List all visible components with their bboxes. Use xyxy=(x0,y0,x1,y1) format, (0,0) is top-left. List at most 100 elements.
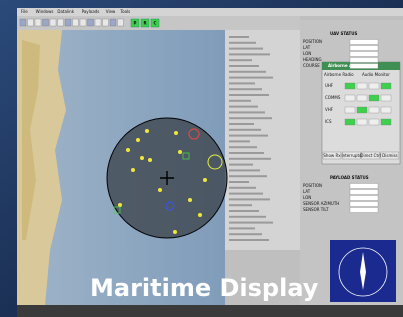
toolbar-icon[interactable] xyxy=(110,19,116,26)
audio-button-label[interactable]: Show Rx xyxy=(323,153,341,158)
payload-status-title: PAYLOAD STATUS xyxy=(330,175,369,180)
audio-toggle[interactable] xyxy=(381,119,391,125)
contact xyxy=(158,188,162,192)
track-row xyxy=(229,164,253,166)
toolbar-icon[interactable] xyxy=(65,19,71,26)
contact xyxy=(188,198,192,202)
audio-row-label: UHF xyxy=(325,83,334,88)
contact xyxy=(203,178,207,182)
menu-item[interactable]: Datalink xyxy=(57,9,74,14)
audio-header: Audio Monitor xyxy=(362,72,390,77)
field-label: HEADING xyxy=(303,57,322,62)
track-row xyxy=(229,71,266,73)
track-row xyxy=(229,65,259,67)
track-row xyxy=(229,77,273,79)
uav-status-title: UAV STATUS xyxy=(330,31,357,36)
field-label: SENSOR TILT xyxy=(303,207,329,212)
mode-button-label[interactable]: P xyxy=(134,21,137,26)
menu-bar xyxy=(17,8,403,16)
toolbar-icon[interactable] xyxy=(50,19,56,26)
audio-row-label: COMMS xyxy=(325,95,341,100)
menu-item[interactable]: Windows xyxy=(36,9,54,14)
track-row xyxy=(229,158,271,160)
toolbar-icon[interactable] xyxy=(80,19,86,26)
screenshot: Airborne Audio Airborne Radio Audio Moni… xyxy=(0,0,403,317)
mode-button-label[interactable]: R xyxy=(143,21,146,26)
contact xyxy=(126,148,130,152)
audio-row-label: ICS xyxy=(325,119,332,124)
track-row xyxy=(229,94,269,96)
field-label: POSITION xyxy=(303,39,322,44)
field-label: COURSE xyxy=(303,63,320,68)
menu-item[interactable]: View xyxy=(106,9,116,14)
field-box xyxy=(350,46,378,51)
audio-toggle[interactable] xyxy=(369,95,379,101)
audio-button-label[interactable]: Direct Ctrl xyxy=(360,153,380,158)
contact xyxy=(148,158,152,162)
audio-toggle[interactable] xyxy=(369,119,379,125)
audio-toggle[interactable] xyxy=(381,95,391,101)
track-row xyxy=(229,181,249,183)
track-row xyxy=(229,53,270,55)
track-row xyxy=(229,169,260,171)
track-row xyxy=(229,129,261,131)
track-row xyxy=(229,135,268,137)
track-row xyxy=(229,152,264,154)
track-row xyxy=(229,187,256,189)
track-row xyxy=(229,59,252,61)
field-box xyxy=(350,202,378,207)
contact xyxy=(178,150,182,154)
audio-button-label[interactable]: Interrupts xyxy=(341,153,361,158)
audio-row-label: VHF xyxy=(325,107,334,112)
toolbar-icon[interactable] xyxy=(118,19,124,26)
field-label: LON xyxy=(303,195,311,200)
contact xyxy=(198,213,202,217)
audio-toggle[interactable] xyxy=(381,107,391,113)
menu-item[interactable]: Tools xyxy=(119,9,130,14)
field-label: LON xyxy=(303,51,311,56)
toolbar-icon[interactable] xyxy=(103,19,109,26)
field-box xyxy=(350,184,378,189)
audio-toggle[interactable] xyxy=(369,107,379,113)
audio-toggle[interactable] xyxy=(357,107,367,113)
audio-header: Airborne Radio xyxy=(324,72,354,77)
audio-toggle[interactable] xyxy=(345,119,355,125)
track-row xyxy=(229,117,272,119)
field-box xyxy=(350,64,378,69)
track-row xyxy=(229,233,262,235)
toolbar-icon[interactable] xyxy=(35,19,41,26)
toolbar-icon[interactable] xyxy=(28,19,34,26)
status-bar xyxy=(17,305,403,317)
toolbar-icon[interactable] xyxy=(43,19,49,26)
track-row xyxy=(229,198,270,200)
track-row xyxy=(229,82,255,84)
track-row xyxy=(229,222,273,224)
track-row xyxy=(229,146,257,148)
audio-button-label[interactable]: Dismiss xyxy=(382,153,397,158)
field-label: SENSOR AZIMUTH xyxy=(303,201,339,206)
mode-button-label[interactable]: C xyxy=(154,21,157,26)
track-row xyxy=(229,204,252,206)
toolbar-icon[interactable] xyxy=(95,19,101,26)
audio-toggle[interactable] xyxy=(345,107,355,113)
field-box xyxy=(350,58,378,63)
track-row xyxy=(229,36,249,38)
menu-item[interactable]: File xyxy=(21,9,28,14)
audio-toggle[interactable] xyxy=(345,95,355,101)
menu-item[interactable]: Payloads xyxy=(82,9,100,14)
field-box xyxy=(350,40,378,45)
audio-toggle[interactable] xyxy=(345,83,355,89)
audio-toggle[interactable] xyxy=(369,83,379,89)
toolbar-icon[interactable] xyxy=(20,19,26,26)
track-row xyxy=(229,210,259,212)
audio-toggle[interactable] xyxy=(357,119,367,125)
audio-toggle[interactable] xyxy=(357,83,367,89)
contact xyxy=(145,129,149,133)
contact xyxy=(174,131,178,135)
toolbar-icon[interactable] xyxy=(88,19,94,26)
toolbar-icon[interactable] xyxy=(58,19,64,26)
audio-toggle[interactable] xyxy=(357,95,367,101)
toolbar-icon[interactable] xyxy=(73,19,79,26)
field-box xyxy=(350,190,378,195)
audio-toggle[interactable] xyxy=(381,83,391,89)
